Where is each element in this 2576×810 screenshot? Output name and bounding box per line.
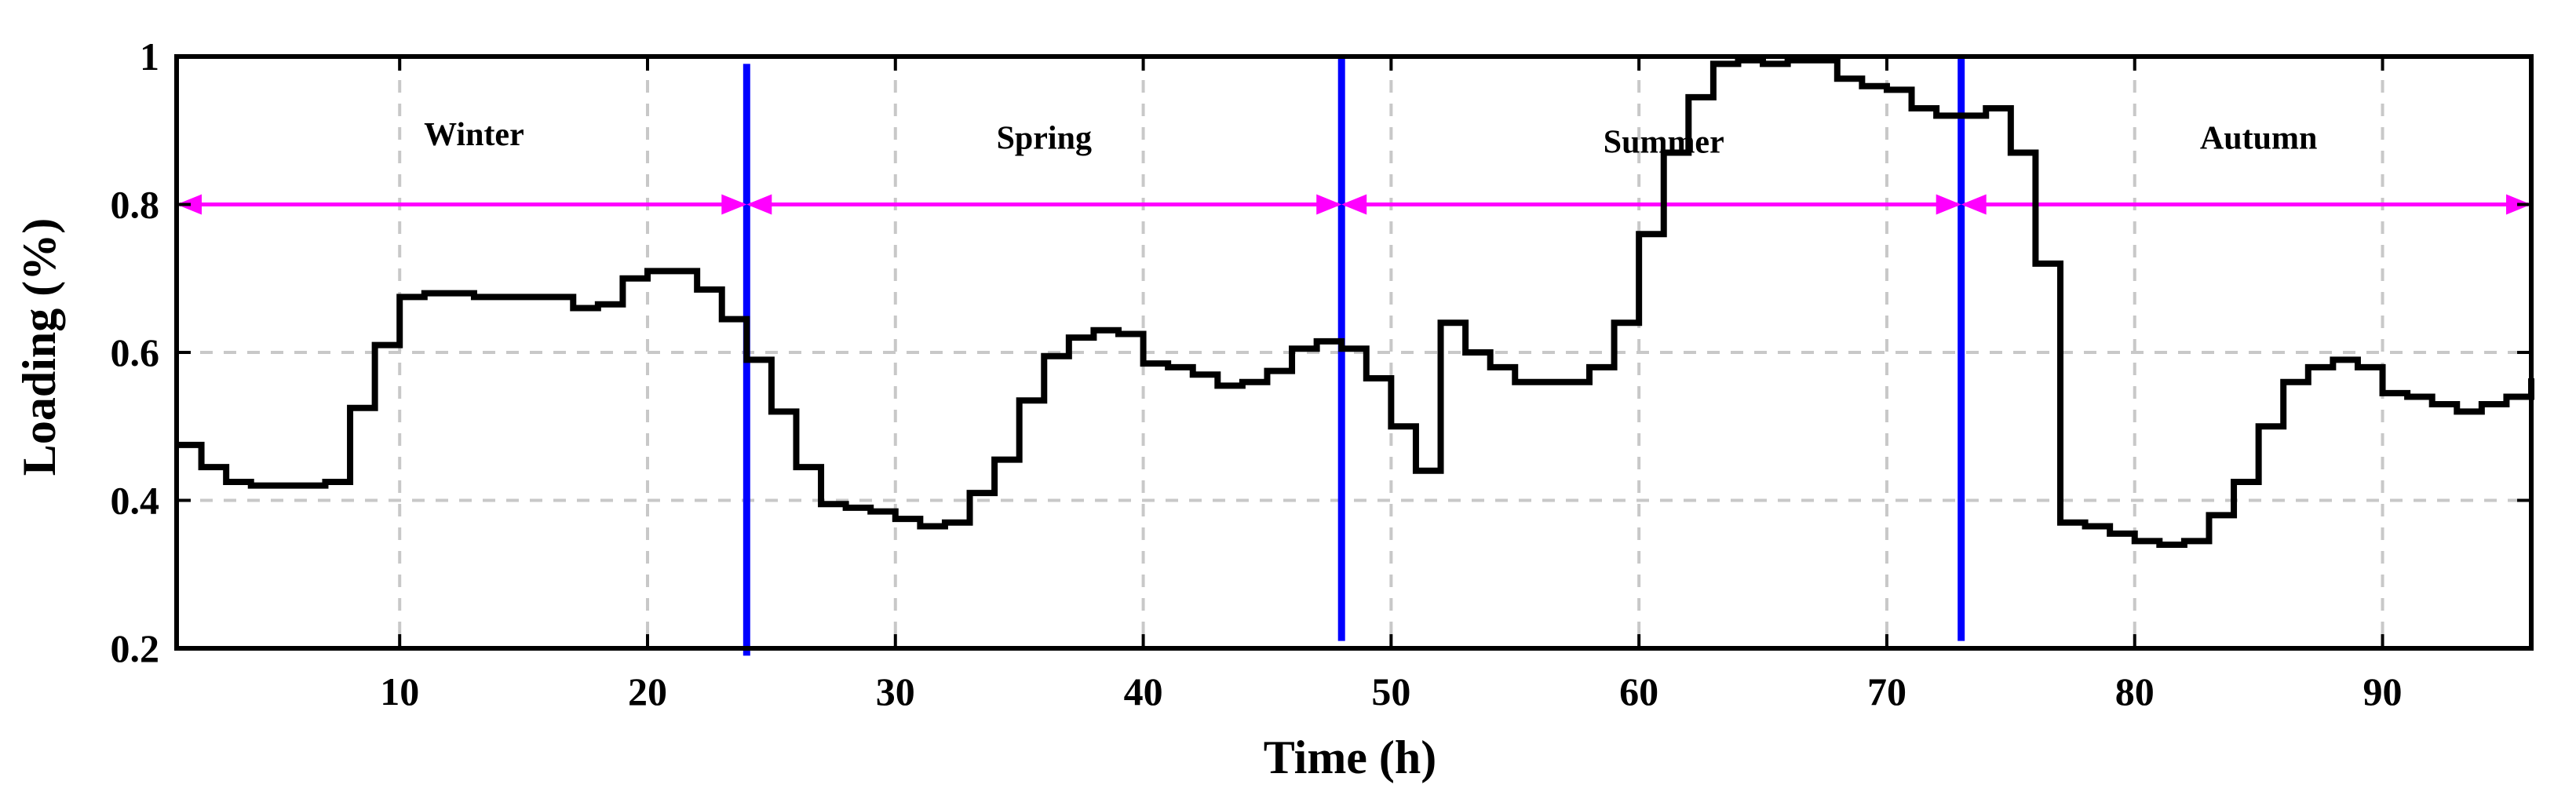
y-tick-label: 0.4 [111,479,160,523]
y-tick-label: 0.6 [111,330,160,374]
x-tick-label: 60 [1619,670,1658,713]
x-tick-label: 30 [876,670,915,713]
y-tick-label: 1 [140,35,159,78]
series [177,57,2534,549]
season-label: Autumn [2200,121,2317,157]
y-axis-title: Loading (%) [13,218,65,476]
season-label: Spring [997,121,1092,157]
season-arrowhead-left [1961,194,1987,215]
x-tick-label: 70 [1867,670,1906,713]
y-tick-label: 0.2 [111,626,160,670]
y-ticks: 0.2 0.4 0.6 0.8 1 [111,35,2531,670]
loading-step-line [177,57,2534,549]
y-tick-label: 0.8 [111,183,160,227]
x-axis-title: Time (h) [1264,732,1437,783]
x-tick-label: 20 [628,670,667,713]
season-boundaries [743,57,1965,656]
season-arrows [177,194,2531,215]
x-tick-label: 50 [1371,670,1410,713]
x-tick-label: 80 [2115,670,2155,713]
season-label: Summer [1604,124,1724,160]
grid [177,57,2531,648]
season-arrowhead-left [1341,194,1367,215]
x-tick-label: 10 [380,670,419,713]
season-arrowhead-right [1316,194,1342,215]
x-ticks: 10 20 30 40 50 60 70 80 90 [380,57,2403,713]
x-tick-label: 40 [1124,670,1163,713]
season-arrowhead-left [746,194,772,215]
season-arrowhead-right [721,194,747,215]
season-labels: Winter Spring Summer Autumn [424,117,2317,160]
x-tick-label: 90 [2363,670,2403,713]
season-label: Winter [424,117,524,153]
season-arrowhead-right [1936,194,1961,215]
